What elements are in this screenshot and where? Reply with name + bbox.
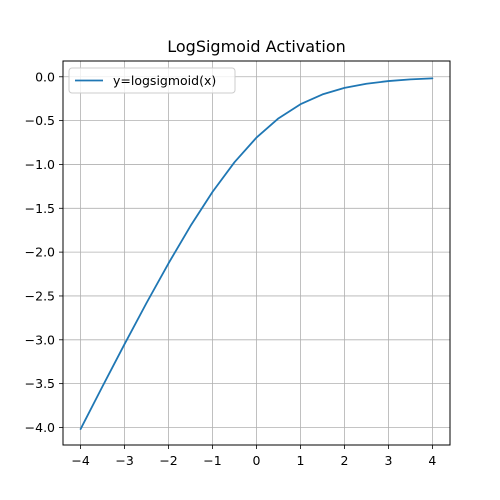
x-tick-label: 0 bbox=[253, 453, 261, 468]
legend: y=logsigmoid(x) bbox=[68, 67, 236, 94]
grid bbox=[63, 61, 450, 445]
series-line-logsigmoid bbox=[79, 77, 434, 430]
x-tick-label: 1 bbox=[297, 453, 305, 468]
legend-label: y=logsigmoid(x) bbox=[113, 73, 216, 88]
legend-box bbox=[68, 67, 236, 94]
y-tick-label: −2.0 bbox=[25, 245, 55, 260]
x-tick-label: 3 bbox=[384, 453, 392, 468]
y-tick-label: −3.0 bbox=[25, 332, 55, 347]
x-tick-label: −2 bbox=[159, 453, 177, 468]
x-tick-label: −3 bbox=[115, 453, 133, 468]
y-tick-label: 0.0 bbox=[35, 69, 55, 84]
y-tick-label: −2.5 bbox=[25, 288, 55, 303]
y-tick-label: −1.0 bbox=[25, 157, 55, 172]
x-tick-label: 2 bbox=[340, 453, 348, 468]
y-tick-label: −3.5 bbox=[25, 376, 55, 391]
y-tick-label: −4.0 bbox=[25, 420, 55, 435]
series-layer bbox=[79, 77, 434, 430]
x-tick-label: −1 bbox=[203, 453, 221, 468]
x-tick-label: −4 bbox=[71, 453, 89, 468]
chart-title: LogSigmoid Activation bbox=[167, 37, 346, 56]
ticks: −4 −3 −2 −1 0 1 2 3 4 0.0 −0.5 −1.0 −1.5 −2.0 −2.5 −3.0… bbox=[25, 69, 437, 468]
y-tick-label: −0.5 bbox=[25, 113, 55, 128]
x-tick-label: 4 bbox=[428, 453, 436, 468]
y-tick-label: −1.5 bbox=[25, 201, 55, 216]
